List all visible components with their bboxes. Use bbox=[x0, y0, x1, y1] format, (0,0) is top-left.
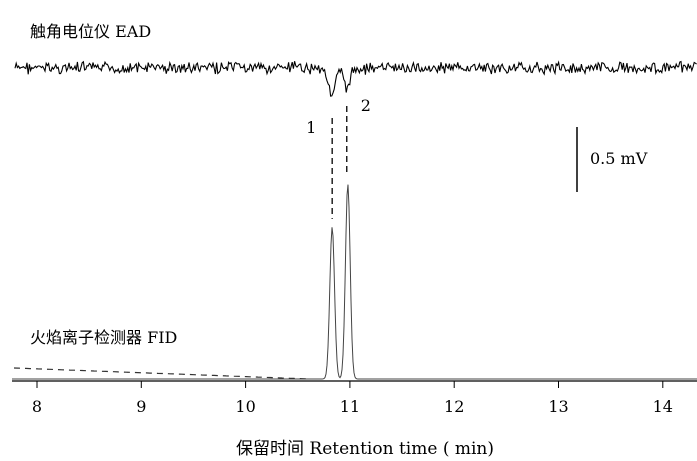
peak-labels: 12 bbox=[306, 96, 371, 137]
x-tick-label: 14 bbox=[653, 397, 673, 416]
scale-bar-label: 0.5 mV bbox=[590, 149, 648, 168]
ead-series-label: 触角电位仪 EAD bbox=[30, 22, 151, 41]
x-axis-ticks: 8 9 10 11 12 13 14 bbox=[32, 381, 673, 416]
x-tick-label: 10 bbox=[235, 397, 255, 416]
x-tick-label: 9 bbox=[136, 397, 146, 416]
ead-trace bbox=[14, 60, 697, 97]
x-axis-label: 保留时间 Retention time ( min) bbox=[236, 439, 494, 459]
x-tick-label: 12 bbox=[444, 397, 464, 416]
peak-label-1: 1 bbox=[306, 118, 316, 137]
x-tick-label: 11 bbox=[340, 397, 360, 416]
fid-trace bbox=[12, 184, 697, 380]
x-tick-label: 8 bbox=[32, 397, 42, 416]
fid-baseline-drift bbox=[13, 367, 311, 380]
fid-series-label: 火焰离子检测器 FID bbox=[30, 328, 177, 347]
peak-alignment-lines bbox=[331, 106, 348, 219]
x-tick-label: 13 bbox=[548, 397, 568, 416]
peak-label-2: 2 bbox=[361, 96, 371, 115]
